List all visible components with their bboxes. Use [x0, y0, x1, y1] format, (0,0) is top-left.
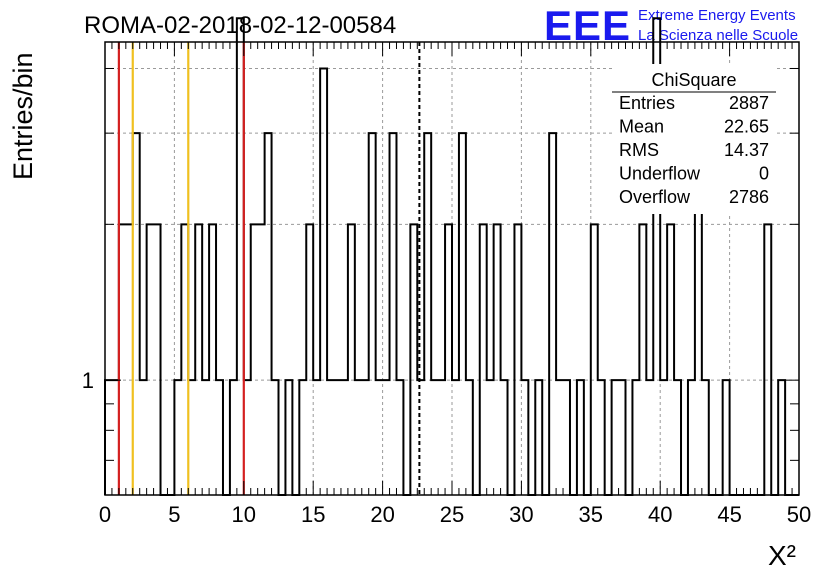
- stats-value: 2786: [729, 187, 769, 207]
- stats-label: RMS: [619, 140, 659, 160]
- stats-value: 0: [759, 164, 769, 184]
- x-tick-label: 40: [648, 502, 672, 527]
- x-tick-label: 50: [787, 502, 811, 527]
- y-tick-label: 1: [82, 368, 94, 393]
- stats-label: Underflow: [619, 164, 701, 184]
- stats-label: Entries: [619, 93, 675, 113]
- x-tick-label: 5: [168, 502, 180, 527]
- x-axis-title: X²: [768, 540, 796, 571]
- y-axis-title: Entries/bin: [8, 52, 38, 180]
- stats-value: 14.37: [724, 140, 769, 160]
- stats-value: 22.65: [724, 117, 769, 137]
- y-axis: 1: [82, 67, 799, 496]
- x-tick-label: 0: [99, 502, 111, 527]
- x-tick-label: 35: [579, 502, 603, 527]
- logo-subtitle-2: La Scienza nelle Scuole: [638, 27, 798, 44]
- stats-title: ChiSquare: [651, 70, 736, 90]
- logo-subtitle-1: Extreme Energy Events: [638, 7, 796, 24]
- x-tick-label: 20: [370, 502, 394, 527]
- stats-box: ChiSquare Entries 2887 Mean 22.65 RMS 14.37 Un…: [612, 64, 776, 214]
- x-tick-label: 45: [717, 502, 741, 527]
- x-tick-label: 10: [232, 502, 256, 527]
- x-tick-label: 30: [509, 502, 533, 527]
- x-tick-label: 25: [440, 502, 464, 527]
- x-axis: 0 5 10 15 20 25 30 35 40 45 50: [99, 42, 811, 527]
- histogram-outline: [104, 17, 799, 496]
- histogram: [104, 17, 799, 496]
- stats-label: Overflow: [619, 187, 691, 207]
- run-title: ROMA-02-2018-02-12-00584: [84, 12, 396, 39]
- eee-logo: EEE: [544, 2, 631, 49]
- stats-label: Mean: [619, 117, 664, 137]
- stats-value: 2887: [729, 93, 769, 113]
- marker-lines: [117, 42, 421, 495]
- x-tick-label: 15: [301, 502, 325, 527]
